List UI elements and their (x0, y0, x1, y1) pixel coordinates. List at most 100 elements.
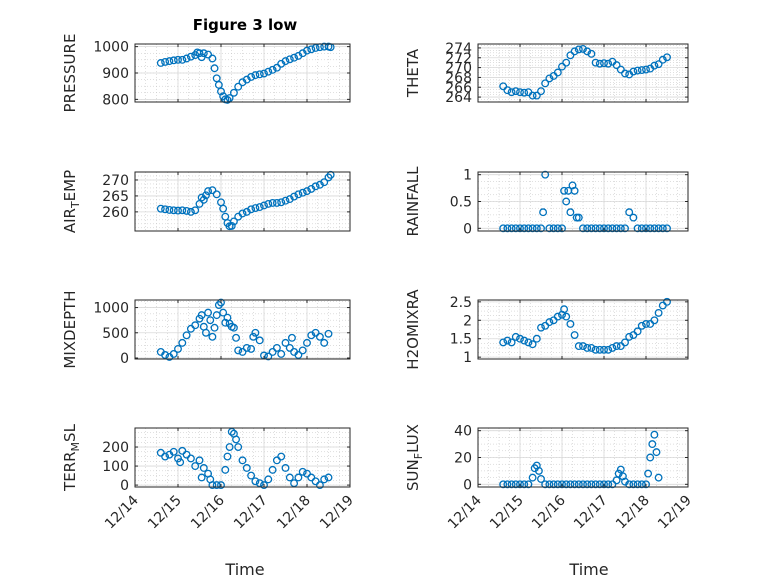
data-point (201, 191, 210, 200)
data-point (549, 224, 558, 233)
data-point (182, 331, 191, 340)
data-point (541, 170, 550, 179)
data-point (195, 456, 204, 465)
data-point (178, 55, 187, 64)
data-point (579, 342, 587, 351)
data-point (591, 58, 600, 67)
data-point (595, 345, 604, 354)
data-point (642, 65, 650, 74)
figure-title: Figure 3 low (193, 16, 298, 34)
data-point (616, 465, 625, 474)
y-tick-label: 40 (454, 424, 472, 440)
data-point (307, 331, 316, 340)
y-axis-label: PRESSURE (61, 34, 79, 113)
data-point (281, 196, 290, 205)
data-point (315, 481, 324, 490)
data-point (663, 224, 671, 233)
data-point (650, 430, 659, 439)
y-axis-label: THETA (404, 48, 422, 98)
data-point (242, 343, 251, 352)
data-point (528, 473, 537, 482)
data-point (199, 464, 208, 472)
data-point (324, 329, 333, 338)
data-point (208, 332, 217, 341)
data-point (629, 67, 638, 76)
data-point (646, 224, 655, 233)
data-point (285, 343, 294, 352)
y-tick-label: 268 (445, 70, 472, 86)
data-point (247, 344, 256, 353)
data-point (191, 321, 200, 330)
data-point (545, 224, 554, 233)
data-point (232, 333, 240, 342)
data-point (562, 197, 571, 206)
data-point (600, 345, 608, 354)
data-point (595, 59, 604, 68)
data-point (616, 224, 625, 233)
data-point (238, 456, 247, 465)
data-point (223, 452, 232, 461)
data-point (516, 224, 524, 233)
data-point (260, 201, 268, 210)
data-point (227, 427, 236, 436)
data-point (204, 308, 213, 317)
data-point (604, 224, 613, 233)
y-tick-label: 0 (463, 477, 472, 493)
data-point (528, 224, 537, 233)
data-point (545, 318, 554, 327)
data-point (264, 352, 273, 361)
data-point (562, 480, 571, 489)
data-markers (499, 44, 671, 100)
data-point (178, 338, 187, 347)
data-point (650, 316, 659, 325)
data-point (566, 51, 575, 60)
data-point (663, 53, 671, 62)
data-point (320, 475, 329, 484)
data-point (251, 328, 260, 337)
data-point (234, 443, 243, 451)
data-point (520, 480, 529, 489)
data-point (553, 480, 562, 489)
y-tick-label: 100 (102, 459, 129, 475)
data-point (307, 45, 316, 54)
data-point (633, 480, 642, 489)
y-tick-label: 1 (463, 350, 472, 366)
data-point (537, 475, 545, 483)
data-point (553, 312, 562, 321)
data-point (570, 186, 579, 195)
y-tick-label: 0 (463, 221, 472, 237)
data-point (499, 82, 508, 91)
data-point (566, 208, 575, 217)
data-point (260, 69, 268, 78)
data-point (595, 224, 604, 233)
data-point (511, 480, 520, 489)
data-point (303, 338, 311, 347)
y-tick-label: 270 (445, 61, 472, 77)
data-point (182, 206, 191, 215)
data-point (285, 473, 294, 482)
y-tick-label: 500 (102, 326, 129, 342)
data-point (268, 347, 277, 356)
data-point (516, 480, 524, 489)
data-point (558, 62, 566, 71)
data-point (229, 88, 238, 97)
data-point (629, 480, 638, 489)
data-point (541, 480, 550, 489)
data-point (260, 481, 268, 490)
data-point (277, 198, 286, 207)
data-point (169, 56, 178, 65)
data-point (311, 44, 320, 52)
data-point (612, 342, 621, 351)
data-point (654, 60, 663, 69)
data-point (574, 213, 583, 222)
y-axis-label: RAINFALL (404, 166, 422, 237)
data-point (511, 224, 520, 233)
data-point (642, 320, 650, 328)
data-point (238, 209, 247, 218)
data-point (221, 465, 230, 474)
data-point (197, 193, 206, 202)
data-point (281, 338, 290, 347)
data-markers (499, 297, 671, 354)
data-point (612, 61, 621, 70)
